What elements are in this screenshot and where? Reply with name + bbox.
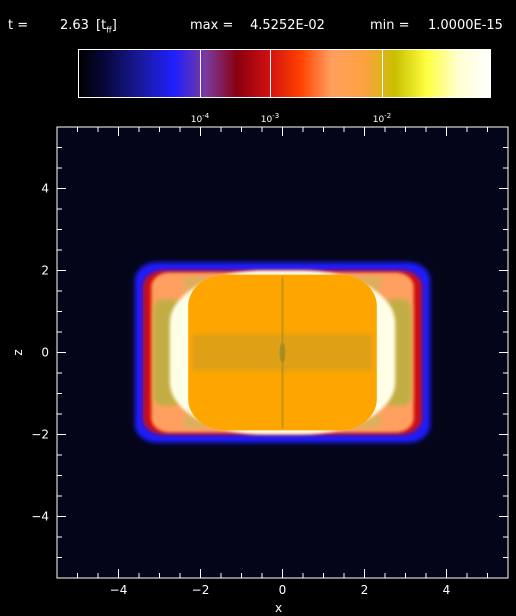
y-tick-label: 2: [41, 264, 49, 278]
cbar-base: 10: [260, 115, 273, 125]
field-layer: [57, 127, 508, 578]
colorbar-tick-1e-4: [200, 49, 201, 98]
max-label: max =: [190, 18, 234, 33]
x-tick-label: −2: [192, 583, 210, 597]
colorbar-label-1e-3: 10-3: [261, 112, 279, 125]
time-unit: [tff]: [96, 18, 117, 35]
cbar-base: 10: [190, 115, 203, 125]
colorbar-label-1e-4: 10-4: [191, 112, 209, 125]
time-unit-sub: ff: [106, 25, 112, 35]
x-tick-label: 4: [443, 583, 451, 597]
x-tick-label: 2: [361, 583, 369, 597]
max-value: 4.5252E-02: [250, 18, 325, 33]
cbar-exp: -2: [384, 112, 392, 120]
colorbar-label-1e-2: 10-2: [373, 112, 391, 125]
x-axis-label: x: [275, 601, 282, 615]
cbar-base: 10: [372, 115, 385, 125]
min-label: min =: [370, 18, 410, 33]
cbar-exp: -4: [202, 112, 210, 120]
colorbar: [78, 49, 491, 98]
core-center-spot: [279, 342, 286, 363]
cbar-exp: -3: [272, 112, 280, 120]
x-tick-label: 0: [279, 583, 287, 597]
time-value: 2.63: [60, 18, 89, 33]
y-tick-label: −2: [31, 428, 49, 442]
axes-layer: −4 −2 0 2 4 −4 −2 0 2 4 x z: [11, 126, 509, 615]
colorbar-tick-1e-3: [270, 49, 271, 98]
colorbar-tick-1e-2: [382, 49, 383, 98]
time-unit-open: [t: [96, 18, 107, 33]
y-tick-label: −4: [31, 510, 49, 524]
x-tick-label: −4: [110, 583, 128, 597]
y-axis-label: z: [11, 349, 25, 355]
time-unit-close: ]: [111, 18, 117, 33]
y-tick-label: 4: [41, 182, 49, 196]
min-value: 1.0000E-15: [428, 18, 503, 33]
y-tick-label: 0: [41, 346, 49, 360]
time-label: t =: [8, 18, 29, 33]
